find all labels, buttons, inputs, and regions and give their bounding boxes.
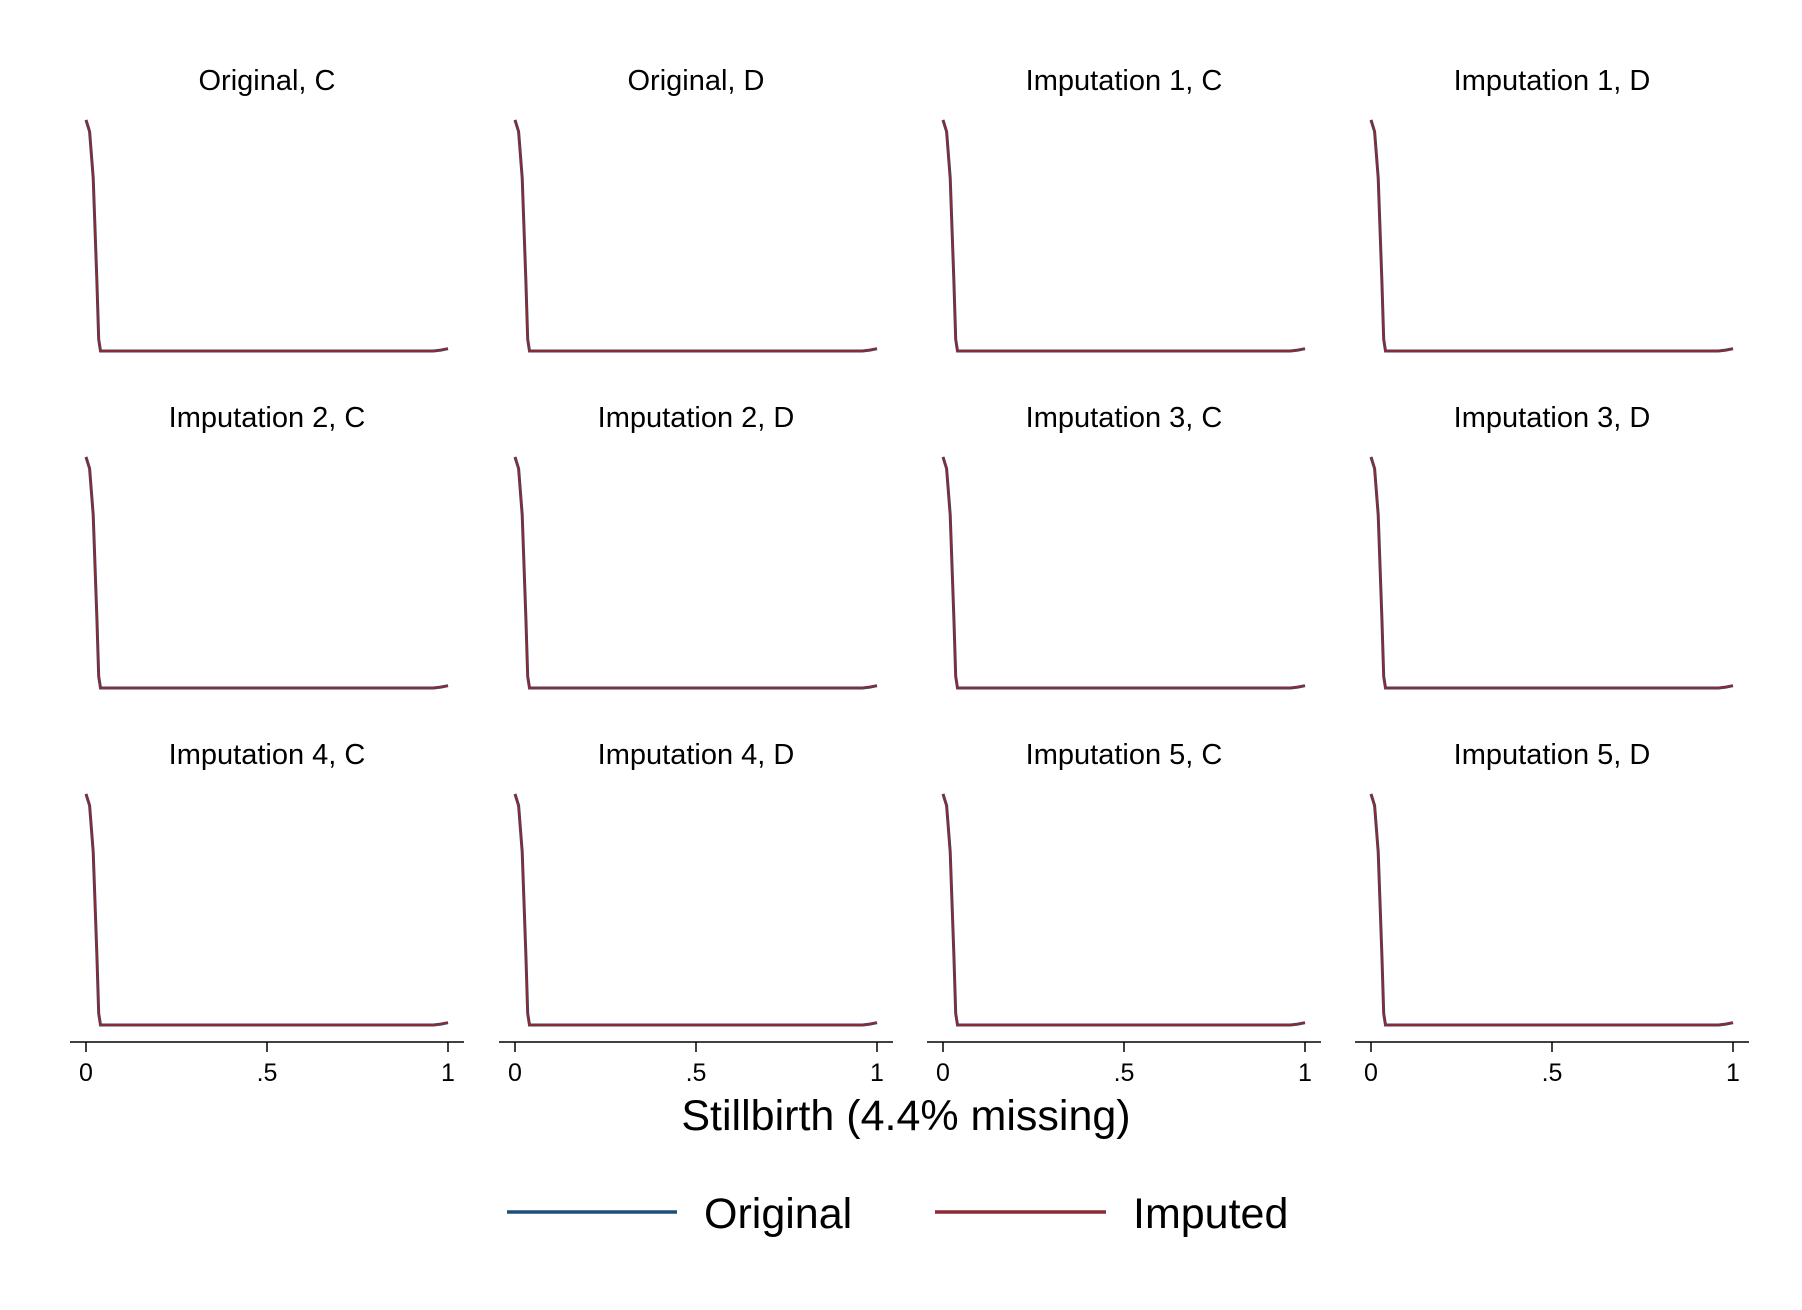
x-tick-label: 1 xyxy=(870,1059,884,1087)
panel: Imputation 1, D xyxy=(1369,65,1734,353)
series-line-original xyxy=(513,119,878,353)
legend-label: Original xyxy=(704,1190,852,1238)
x-tick-label: 0 xyxy=(936,1059,950,1087)
x-tick-label: 1 xyxy=(1726,1059,1740,1087)
x-tick-label: 1 xyxy=(441,1059,455,1087)
x-tick-label: .5 xyxy=(1114,1059,1135,1087)
x-tick-label: 1 xyxy=(1298,1059,1312,1087)
series-line-original xyxy=(941,119,1306,353)
panel-title: Imputation 4, C xyxy=(169,739,366,771)
series-line-imputed xyxy=(84,793,449,1027)
panel: Imputation 5, D xyxy=(1369,739,1734,1027)
panel-title: Imputation 3, D xyxy=(1454,402,1651,434)
panel-title: Imputation 2, C xyxy=(169,402,366,434)
x-tick-label: 0 xyxy=(508,1059,522,1087)
panel-title: Imputation 5, C xyxy=(1026,739,1223,771)
panel: Original, C xyxy=(84,65,449,353)
panel: Imputation 3, D xyxy=(1369,402,1734,690)
panel: Original, D xyxy=(513,65,878,353)
series-line-imputed xyxy=(941,456,1306,690)
panel-title: Imputation 1, C xyxy=(1026,65,1223,97)
series-line-imputed xyxy=(1369,793,1734,1027)
x-tick-label: .5 xyxy=(1542,1059,1563,1087)
x-axes-layer: 0 .5 1 0 .5 1 0 .5 1 0 .5 1 xyxy=(70,1041,1749,1087)
legend-item: Imputed xyxy=(935,1190,1288,1238)
series-line-imputed xyxy=(941,793,1306,1027)
series-line-original xyxy=(84,793,449,1027)
series-line-original xyxy=(941,456,1306,690)
panel-title: Imputation 4, D xyxy=(598,739,795,771)
panels-layer: Original, C Original, D Imputation 1, C Imp… xyxy=(84,65,1734,1027)
series-line-imputed xyxy=(513,456,878,690)
legend-label: Imputed xyxy=(1133,1190,1288,1238)
series-line-imputed xyxy=(1369,456,1734,690)
panel-title: Imputation 1, D xyxy=(1454,65,1651,97)
panel-title: Imputation 2, D xyxy=(598,402,795,434)
x-tick-label: 0 xyxy=(79,1059,93,1087)
panel: Imputation 2, C xyxy=(84,402,449,690)
series-line-original xyxy=(84,456,449,690)
x-axis-label: Stillbirth (4.4% missing) xyxy=(681,1092,1130,1140)
panel: Imputation 4, D xyxy=(513,739,878,1027)
series-line-original xyxy=(513,456,878,690)
legend: Original Imputed xyxy=(507,1190,1288,1238)
series-line-imputed xyxy=(1369,119,1734,353)
series-line-original xyxy=(84,119,449,353)
panel: Imputation 2, D xyxy=(513,402,878,690)
panel: Imputation 1, C xyxy=(941,65,1306,353)
series-line-imputed xyxy=(513,119,878,353)
x-tick-label: 0 xyxy=(1364,1059,1378,1087)
x-tick-label: .5 xyxy=(257,1059,278,1087)
series-line-original xyxy=(1369,119,1734,353)
series-line-original xyxy=(1369,793,1734,1027)
panel-title: Imputation 3, C xyxy=(1026,402,1223,434)
series-line-imputed xyxy=(84,119,449,353)
panel: Imputation 3, C xyxy=(941,402,1306,690)
panel-title: Original, D xyxy=(628,65,765,97)
panel: Imputation 5, C xyxy=(941,739,1306,1027)
series-line-original xyxy=(513,793,878,1027)
series-line-imputed xyxy=(941,119,1306,353)
series-line-original xyxy=(941,793,1306,1027)
panel-title: Imputation 5, D xyxy=(1454,739,1651,771)
series-line-imputed xyxy=(513,793,878,1027)
panel: Imputation 4, C xyxy=(84,739,449,1027)
panel-title: Original, C xyxy=(199,65,336,97)
series-line-original xyxy=(1369,456,1734,690)
series-line-imputed xyxy=(84,456,449,690)
x-tick-label: .5 xyxy=(686,1059,707,1087)
legend-item: Original xyxy=(507,1190,852,1238)
